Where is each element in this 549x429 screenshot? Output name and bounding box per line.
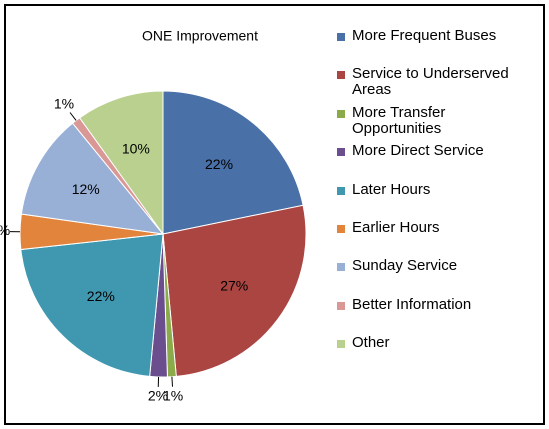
data-label: 4% <box>0 222 10 238</box>
legend-swatch <box>337 301 345 310</box>
legend-swatch <box>337 33 345 41</box>
data-label: 1% <box>163 387 183 403</box>
pie-slice <box>162 90 304 235</box>
legend-item: More Transfer Opportunities <box>337 103 527 143</box>
legend-item: More Direct Service <box>337 143 527 181</box>
legend-item: Better Information <box>337 295 527 335</box>
legend-swatch <box>337 186 345 195</box>
chart-title: ONE Improvement <box>142 28 258 44</box>
data-label: 27% <box>220 277 248 293</box>
legend-label: Sunday Service <box>352 257 458 275</box>
legend-swatch <box>337 340 345 349</box>
legend-label: Better Information <box>352 295 472 313</box>
legend-item: Later Hours <box>337 180 527 220</box>
leader-line <box>171 376 174 387</box>
data-label: 1% <box>54 95 74 111</box>
legend-swatch <box>337 263 345 272</box>
legend-item: Other <box>337 335 527 373</box>
pie-slice <box>20 233 164 377</box>
legend-label: More Frequent Buses <box>352 27 497 44</box>
legend-item: More Frequent Buses <box>337 28 527 66</box>
legend-label: More Direct Service <box>352 142 484 160</box>
legend-swatch <box>337 71 345 80</box>
legend-item: Service to Underserved Areas <box>337 66 527 104</box>
data-label: 2% <box>148 388 168 404</box>
legend: More Frequent Buses Service to Underserve… <box>337 28 527 374</box>
pie-slice <box>78 90 164 236</box>
data-label: 10% <box>122 140 150 156</box>
legend-label: Earlier Hours <box>352 218 440 236</box>
pie-slice <box>162 204 307 377</box>
legend-swatch <box>337 148 345 157</box>
data-label: 12% <box>72 181 100 197</box>
legend-item: Earlier Hours <box>337 218 527 258</box>
legend-label: Later Hours <box>352 180 431 198</box>
legend-swatch <box>337 109 345 118</box>
legend-label: More Transfer Opportunities <box>352 103 446 137</box>
data-label: 22% <box>205 156 233 172</box>
chart-frame <box>4 4 545 425</box>
legend-label: Service to Underserved Areas <box>352 65 509 99</box>
legend-item: Sunday Service <box>337 258 527 296</box>
legend-label: Other <box>352 334 390 352</box>
data-label: 22% <box>87 288 115 304</box>
pie-slice <box>20 122 165 235</box>
legend-swatch <box>337 224 345 233</box>
leader-line <box>69 112 77 121</box>
